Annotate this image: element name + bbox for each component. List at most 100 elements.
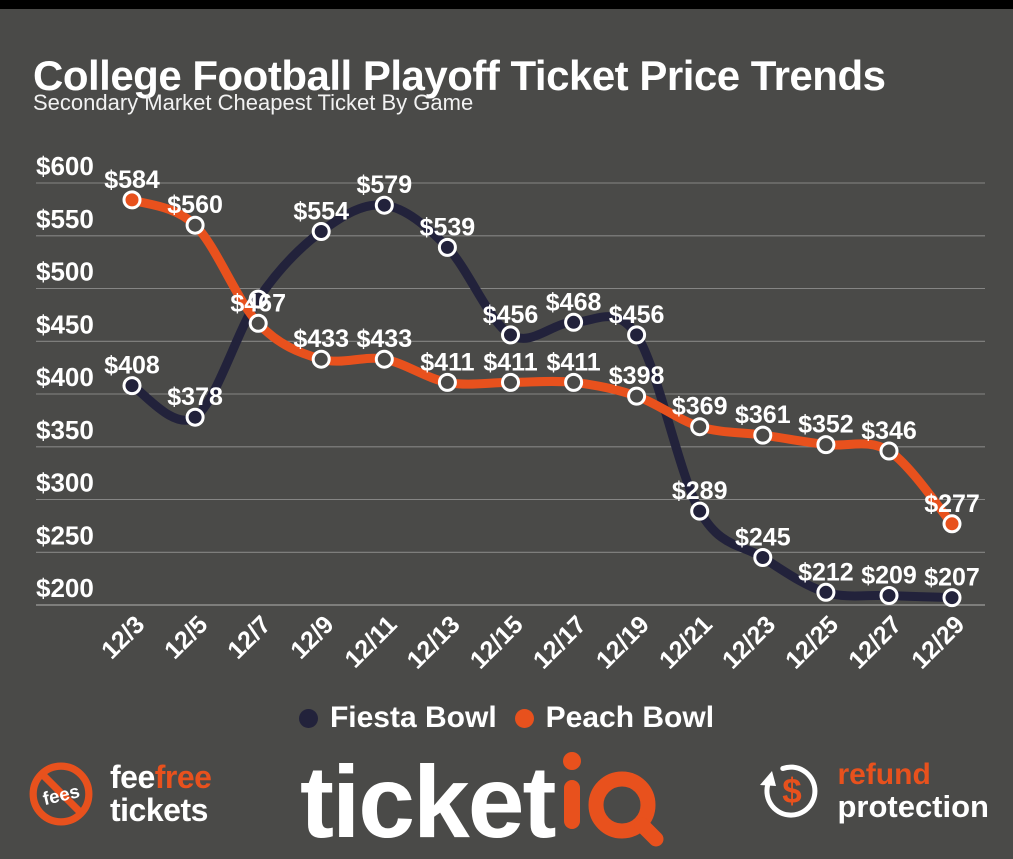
protection-word: protection xyxy=(837,788,989,824)
x-axis-tick-label: 12/9 xyxy=(285,610,339,664)
data-point-label: $411 xyxy=(483,348,537,376)
data-point-label: $456 xyxy=(483,301,539,329)
data-point-marker xyxy=(564,372,584,392)
data-point-marker xyxy=(185,215,205,235)
legend-item-fiesta-bowl: Fiesta Bowl xyxy=(298,701,497,735)
price-trend-chart: $600 $550 $500 $450 $400 $350 $300 $250 $20012/3… xyxy=(36,151,985,674)
data-point-marker xyxy=(753,425,773,445)
x-axis-tick-label: 12/5 xyxy=(159,610,213,664)
data-point-label: $456 xyxy=(609,301,665,329)
data-point-label: $277 xyxy=(924,490,980,518)
data-point-marker xyxy=(627,325,647,345)
legend-label: Fiesta Bowl xyxy=(329,701,497,734)
data-point-label: $361 xyxy=(735,401,791,429)
legend-color-dot xyxy=(514,708,534,728)
x-axis-tick-label: 12/27 xyxy=(843,610,907,674)
data-point-marker xyxy=(816,435,836,455)
x-axis-tick-label: 12/11 xyxy=(339,610,402,673)
data-point-label: $212 xyxy=(798,558,854,586)
data-point-marker xyxy=(690,417,710,437)
ticketiq-logo: ticket xyxy=(300,745,680,853)
series-line-peach-bowl xyxy=(127,195,957,529)
refund-dollar-sign: $ xyxy=(783,772,802,811)
data-point-marker xyxy=(437,372,457,392)
footer: fees feefree tickets ticket $ refund pro… xyxy=(0,745,1013,853)
fee-free-wordmark: feefree tickets xyxy=(110,759,212,828)
data-point-marker xyxy=(311,222,331,241)
data-point-marker xyxy=(942,514,962,534)
y-axis-tick-label: $350 xyxy=(36,415,94,445)
data-point-marker xyxy=(753,548,773,567)
data-point-label: $352 xyxy=(798,411,854,439)
page-title: College Football Playoff Ticket Price Tr… xyxy=(33,52,886,100)
legend-item-peach-bowl: Peach Bowl xyxy=(514,701,714,735)
refund-word: refund xyxy=(837,758,931,791)
data-point-label: $411 xyxy=(546,348,600,376)
data-point-label: $207 xyxy=(924,564,980,592)
data-point-label: $579 xyxy=(356,171,412,199)
data-point-label: $539 xyxy=(420,213,476,241)
ticketiq-wordmark: ticket xyxy=(300,745,556,859)
fee-free-tickets-logo: fees feefree tickets xyxy=(28,759,212,828)
data-point-label: $289 xyxy=(672,477,728,505)
data-point-label: $369 xyxy=(672,393,728,421)
data-point-label: $398 xyxy=(609,362,665,390)
y-axis-tick-label: $200 xyxy=(36,573,94,603)
data-point-marker xyxy=(627,386,647,406)
data-point-marker xyxy=(501,372,520,392)
x-axis-tick-label: 12/23 xyxy=(717,610,781,674)
y-axis-tick-label: $250 xyxy=(36,520,94,550)
data-point-label: $209 xyxy=(861,562,917,590)
free-word: free xyxy=(154,759,212,796)
top-bar xyxy=(0,0,1013,9)
data-point-label: $560 xyxy=(167,191,223,219)
data-point-marker xyxy=(879,586,899,605)
x-axis-tick-label: 12/21 xyxy=(654,610,718,674)
data-point-label: $378 xyxy=(167,383,223,411)
x-axis-tick-label: 12/3 xyxy=(96,610,150,664)
chart-legend: Fiesta Bowl Peach Bowl xyxy=(0,701,1013,735)
data-point-label: $468 xyxy=(546,288,602,316)
y-axis-tick-label: $300 xyxy=(36,468,94,498)
data-point-marker xyxy=(248,289,268,309)
y-axis-tick-label: $600 xyxy=(36,151,94,181)
refund-circular-arrow-icon: $ xyxy=(760,764,818,818)
x-axis-tick-label: 12/7 xyxy=(222,610,276,664)
data-point-marker xyxy=(374,195,394,215)
data-point-marker xyxy=(122,190,142,210)
series-line-fiesta-bowl xyxy=(127,200,957,603)
data-point-marker xyxy=(564,312,584,332)
page-subtitle: Secondary Market Cheapest Ticket By Game xyxy=(33,90,474,115)
x-axis-tick-label: 12/19 xyxy=(591,610,655,674)
data-point-marker xyxy=(248,313,268,333)
data-point-label: $554 xyxy=(293,198,349,226)
data-point-marker xyxy=(690,501,710,521)
refund-wordmark: refund protection xyxy=(837,759,989,824)
data-point-marker xyxy=(879,441,899,461)
tickets-word: tickets xyxy=(110,792,208,828)
data-point-marker xyxy=(122,376,142,396)
y-axis-tick-label: $400 xyxy=(36,362,94,392)
data-point-marker xyxy=(374,349,394,369)
data-point-label: $433 xyxy=(356,325,412,353)
data-point-label: $245 xyxy=(735,524,791,552)
x-axis-tick-label: 12/29 xyxy=(906,610,970,674)
refund-protection-logo: $ refund protection xyxy=(759,759,989,824)
no-fees-icon: fees xyxy=(29,762,93,826)
data-point-marker xyxy=(437,237,457,257)
data-point-label: $346 xyxy=(861,417,917,445)
data-point-marker xyxy=(816,582,836,602)
data-point-marker xyxy=(501,325,520,345)
y-axis-tick-label: $500 xyxy=(36,257,94,287)
legend-color-dot xyxy=(298,708,318,728)
data-point-label: $408 xyxy=(104,352,160,380)
data-point-marker xyxy=(185,407,205,427)
x-axis-tick-label: 12/15 xyxy=(465,610,529,674)
data-point-marker xyxy=(311,349,331,369)
data-point-label: $467 xyxy=(230,289,286,317)
data-point-marker xyxy=(942,588,962,608)
x-axis-tick-label: 12/13 xyxy=(402,610,466,674)
data-point-label: $411 xyxy=(420,348,474,376)
fee-word: fee xyxy=(110,759,155,796)
